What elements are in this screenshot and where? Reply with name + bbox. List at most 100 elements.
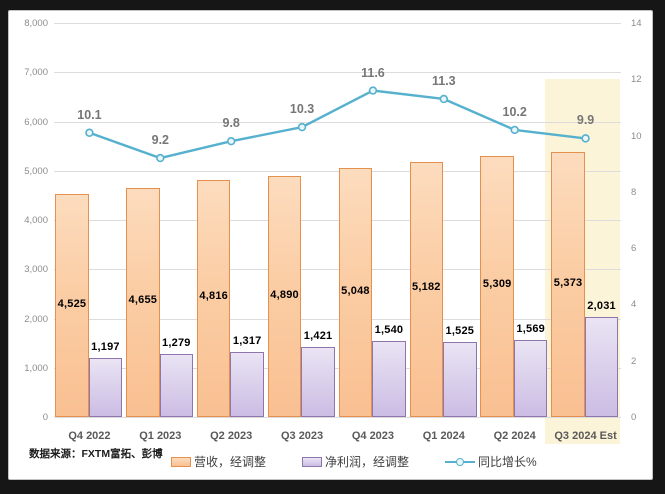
line-marker-Q3 2023	[297, 122, 307, 132]
category-label-Q2 2023: Q2 2023	[210, 430, 253, 442]
category-label-Q3 2023: Q3 2023	[280, 430, 324, 442]
category-label-Q4 2023: Q4 2023	[351, 430, 395, 442]
category-label-Q1 2023: Q1 2023	[139, 430, 182, 442]
revenue-bar-Q1 2024	[409, 161, 444, 417]
revenue-bar-Q4 2023	[338, 168, 373, 417]
net-profit-bar-Q4 2023	[372, 341, 406, 417]
source-note: 数据来源：FXTM富拓、彭博	[29, 448, 163, 460]
bar-value-label: 1,525	[445, 324, 475, 337]
legend-item-revenue: 营收，经调整	[171, 453, 266, 470]
legend-item-yoy-growth: 同比增长%	[445, 453, 537, 470]
net-profit-bar-swatch-icon	[302, 456, 323, 467]
left-tick-4000: 4,000	[24, 215, 48, 226]
bar-value-label: 4,655	[128, 294, 158, 307]
x-axis-category-labels: Q4 2022 Q1 2023 Q2 2023 Q3 2023 Q4 2023 Q1 20…	[54, 430, 621, 446]
bar-value-label: 5,373	[553, 276, 583, 289]
bar-value-label: 5,182	[412, 281, 441, 294]
bar-value-label: 1,317	[232, 335, 262, 348]
line-value-label: 11.6	[361, 65, 385, 80]
net-profit-bar-Q3 2023	[301, 347, 335, 417]
bar-value-label: 1,197	[91, 341, 120, 354]
category-label-Q3 2024 Est: Q3 2024 Est	[554, 430, 617, 442]
revenue-bar-Q2 2024	[480, 155, 514, 417]
right-axis-ticks: 0 2 4 6 8 10 12 14	[631, 18, 653, 423]
right-tick-2: 2	[631, 355, 637, 367]
legend-label-yoy-growth: 同比增长%	[478, 455, 537, 469]
gridline-8000	[54, 23, 621, 24]
category-label-Q2 2024: Q2 2024	[493, 430, 536, 442]
legend-label-revenue: 营收，经调整	[194, 455, 267, 469]
gridline-5000	[54, 170, 621, 172]
left-tick-5000: 5,000	[24, 165, 48, 177]
revenue-bar-Q3 2023	[267, 176, 302, 417]
bar-value-label: 1,540	[374, 324, 404, 337]
revenue-bar-Q1 2023	[126, 187, 160, 417]
plot-area: 4,525 4,655 4,816 4,890 5,048 5,182 5,309 5,373…	[54, 23, 621, 444]
gridline-1000	[54, 367, 621, 369]
revenue-bar-Q2 2023	[196, 179, 231, 417]
bar-value-label: 5,048	[341, 284, 370, 297]
yoy-growth-line-swatch-icon	[445, 457, 476, 467]
right-tick-12: 12	[631, 74, 642, 86]
line-value-label: 10.1	[77, 107, 102, 122]
yoy-growth-line	[85, 86, 590, 163]
gridline-6000	[54, 121, 621, 123]
line-value-label: 9.9	[576, 113, 595, 128]
line-marker-Q4 2023	[368, 86, 378, 95]
line-value-label: 10.2	[502, 104, 527, 119]
bar-value-label: 1,421	[303, 330, 333, 343]
gridline-7000	[54, 72, 621, 74]
left-tick-2000: 2,000	[24, 313, 48, 325]
line-value-label: 9.2	[151, 133, 170, 148]
category-label-Q4 2022: Q4 2022	[68, 430, 111, 442]
net-profit-bar-Q2 2023	[230, 352, 264, 417]
gridline-2000	[54, 318, 621, 320]
left-axis-ticks: 0 1,000 2,000 3,000 4,000 5,000 6,000 7,000 8,00…	[9, 18, 48, 423]
net-profit-bar-Q3 2024 Est	[584, 316, 619, 417]
left-tick-0: 0	[42, 412, 48, 423]
legend-label-net-profit: 净利润，经调整	[325, 455, 410, 469]
right-tick-6: 6	[631, 243, 637, 255]
left-tick-7000: 7,000	[24, 67, 48, 79]
gridline-0	[54, 417, 621, 418]
line-marker-Q2 2023	[226, 136, 236, 146]
bar-value-label: 1,279	[162, 337, 191, 349]
net-profit-bar-Q4 2022	[88, 358, 123, 417]
right-tick-4: 4	[631, 299, 637, 311]
right-tick-8: 8	[631, 186, 637, 198]
line-marker-Q1 2023	[156, 153, 165, 163]
line-value-label: 11.3	[431, 73, 456, 88]
net-profit-bar-Q1 2024	[443, 341, 477, 417]
line-marker-Q2 2024	[510, 125, 519, 135]
line-marker-Q1 2024	[439, 94, 449, 104]
line-value-label: 10.3	[289, 102, 315, 117]
chart-panel: 4,525 4,655 4,816 4,890 5,048 5,182 5,309 5,373…	[8, 10, 653, 480]
left-tick-3000: 3,000	[24, 264, 48, 276]
bar-value-label: 2,031	[587, 299, 616, 312]
bar-value-label: 5,309	[482, 278, 512, 291]
right-tick-10: 10	[631, 130, 642, 142]
bar-value-label: 1,569	[516, 322, 545, 335]
gridline-3000	[54, 269, 621, 271]
net-profit-bar-Q1 2023	[159, 354, 194, 417]
revenue-bar-Q3 2024 Est	[551, 152, 585, 417]
revenue-bar-swatch-icon	[171, 456, 191, 467]
left-tick-6000: 6,000	[24, 116, 48, 128]
net-profit-bar-Q2 2024	[513, 339, 548, 417]
bar-value-label: 4,816	[199, 290, 228, 303]
gridline-4000	[54, 220, 621, 221]
left-tick-1000: 1,000	[24, 362, 48, 374]
legend-item-net-profit: 净利润，经调整	[302, 453, 409, 470]
legend: 营收，经调整 净利润，经调整 同比增长%	[171, 453, 537, 470]
line-marker-Q4 2022	[85, 128, 94, 137]
right-tick-14: 14	[631, 18, 642, 29]
bar-value-label: 4,525	[57, 297, 87, 310]
bar-value-label: 4,890	[270, 288, 299, 301]
left-tick-8000: 8,000	[24, 18, 48, 29]
revenue-bar-Q4 2022	[55, 194, 89, 417]
right-tick-0: 0	[631, 412, 637, 423]
line-marker-Q3 2024 Est	[581, 134, 590, 143]
category-label-Q1 2024: Q1 2024	[422, 430, 465, 442]
line-value-label: 9.8	[222, 116, 240, 131]
